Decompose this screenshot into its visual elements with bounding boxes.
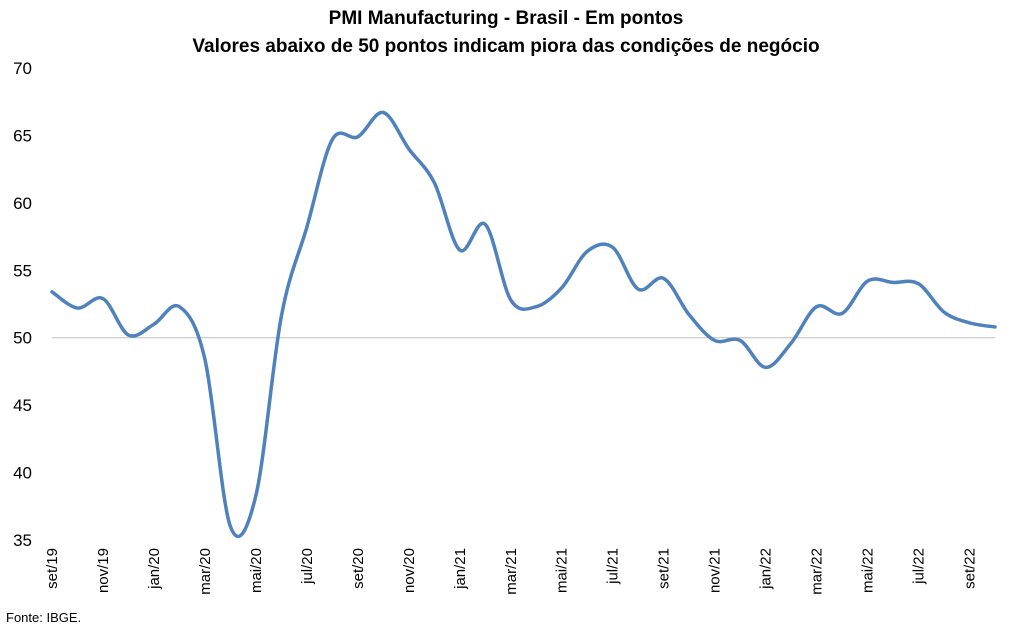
data-point bbox=[483, 222, 487, 226]
x-tick-label: mar/22 bbox=[809, 548, 826, 595]
data-point bbox=[152, 322, 156, 326]
data-point bbox=[840, 311, 844, 315]
data-point bbox=[509, 298, 513, 302]
x-tick-label: mar/20 bbox=[197, 548, 214, 595]
x-axis-labels: set/19 nov/19 jan/20 mar/20 mai/20 jul/20 set/… bbox=[44, 548, 979, 595]
data-point bbox=[968, 321, 972, 325]
data-point bbox=[203, 357, 207, 361]
y-tick-label: 40 bbox=[13, 464, 32, 483]
data-point bbox=[50, 290, 54, 294]
data-point bbox=[228, 525, 232, 529]
series-line bbox=[50, 110, 997, 539]
x-tick-label: jan/22 bbox=[758, 548, 775, 590]
data-point bbox=[764, 365, 768, 369]
y-tick-label: 45 bbox=[13, 396, 32, 415]
data-point bbox=[738, 338, 742, 342]
x-tick-label: nov/20 bbox=[401, 548, 418, 593]
x-tick-label: jan/20 bbox=[146, 548, 163, 590]
x-tick-label: jul/20 bbox=[299, 548, 316, 585]
data-point bbox=[126, 333, 130, 337]
data-point bbox=[330, 137, 334, 141]
data-point bbox=[687, 313, 691, 317]
y-tick-label: 70 bbox=[13, 59, 32, 78]
data-point bbox=[101, 297, 105, 301]
x-tick-label: mar/21 bbox=[503, 548, 520, 595]
x-tick-label: mai/22 bbox=[860, 548, 877, 593]
data-point bbox=[356, 135, 360, 139]
data-point bbox=[942, 310, 946, 314]
y-tick-label: 65 bbox=[13, 126, 32, 145]
y-tick-label: 35 bbox=[13, 531, 32, 550]
x-tick-label: jul/21 bbox=[605, 548, 622, 585]
x-tick-label: set/22 bbox=[962, 548, 979, 589]
data-point bbox=[993, 325, 997, 329]
source-note: Fonte: IBGE. bbox=[6, 610, 82, 625]
data-point bbox=[636, 287, 640, 291]
chart-subtitle: Valores abaixo de 50 pontos indicam pior… bbox=[192, 36, 820, 57]
y-tick-label: 50 bbox=[13, 329, 32, 348]
data-point bbox=[177, 305, 181, 309]
data-point bbox=[611, 245, 615, 249]
x-tick-label: set/20 bbox=[350, 548, 367, 589]
y-axis-labels: 35 40 45 50 55 60 65 70 bbox=[13, 59, 32, 550]
data-point bbox=[407, 147, 411, 151]
data-point bbox=[305, 225, 309, 229]
x-tick-label: set/19 bbox=[44, 548, 61, 589]
data-point bbox=[534, 305, 538, 309]
data-point bbox=[279, 314, 283, 318]
data-point bbox=[713, 338, 717, 342]
x-tick-label: mai/20 bbox=[248, 548, 265, 593]
x-tick-label: nov/21 bbox=[707, 548, 724, 593]
series-layer bbox=[50, 110, 997, 539]
x-tick-label: set/21 bbox=[656, 548, 673, 589]
y-tick-label: 55 bbox=[13, 261, 32, 280]
x-tick-label: mai/21 bbox=[554, 548, 571, 593]
y-tick-label: 60 bbox=[13, 194, 32, 213]
data-point bbox=[789, 341, 793, 345]
data-point bbox=[254, 494, 258, 498]
data-point bbox=[75, 306, 79, 310]
x-tick-label: jul/22 bbox=[911, 548, 928, 585]
data-point bbox=[585, 249, 589, 253]
data-point bbox=[891, 280, 895, 284]
data-point bbox=[381, 111, 385, 115]
data-point bbox=[866, 279, 870, 283]
data-point bbox=[662, 276, 666, 280]
data-point bbox=[458, 248, 462, 252]
chart-title: PMI Manufacturing - Brasil - Em pontos bbox=[328, 8, 684, 29]
data-point bbox=[917, 282, 921, 286]
x-tick-label: jan/21 bbox=[452, 548, 469, 590]
x-tick-label: nov/19 bbox=[95, 548, 112, 593]
data-point bbox=[815, 305, 819, 309]
data-point bbox=[560, 286, 564, 290]
data-point bbox=[432, 181, 436, 185]
